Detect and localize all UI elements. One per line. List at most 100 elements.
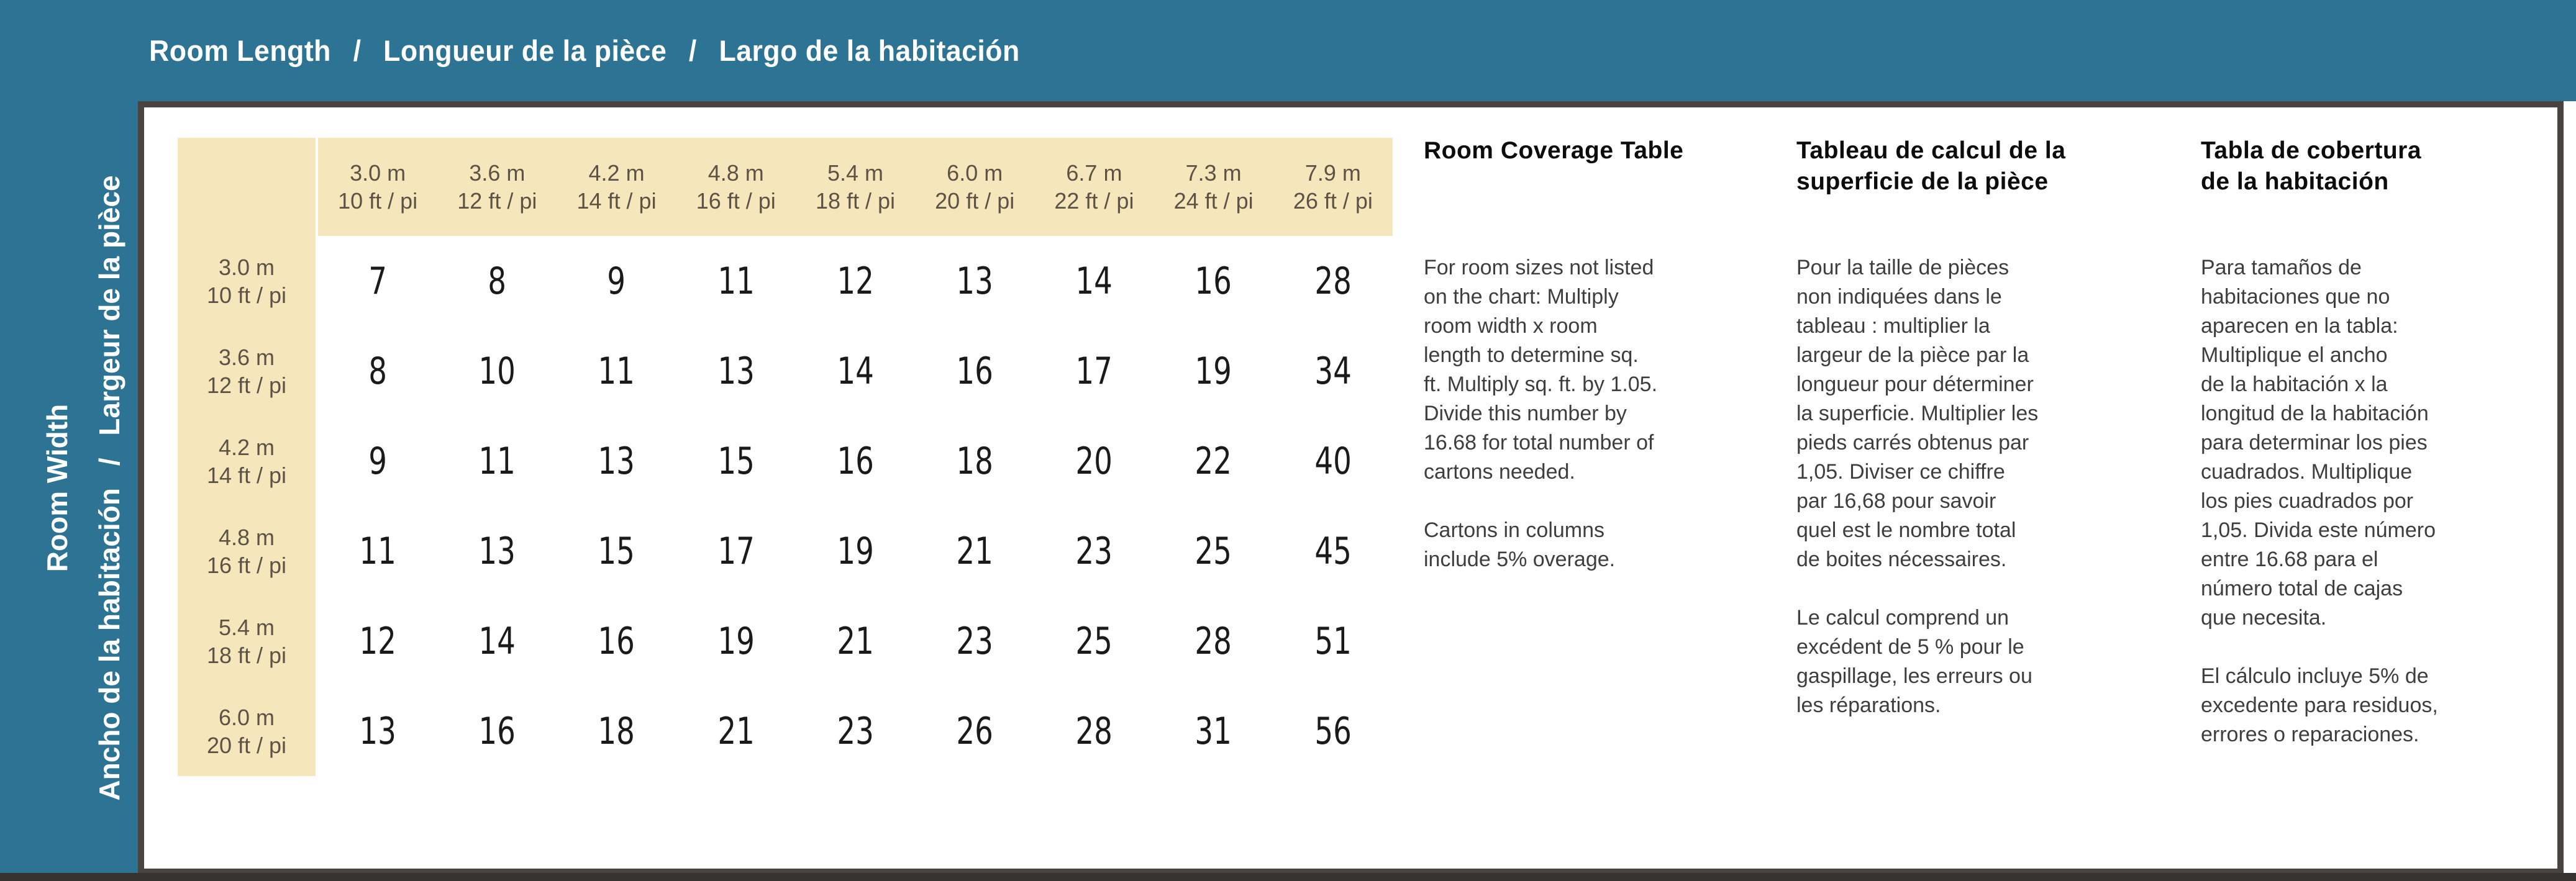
value-cell: 56 — [1314, 709, 1352, 753]
table-row: 4.2 m 14 ft / pi 9 11 13 15 16 18 20 22 … — [178, 416, 1393, 506]
column-header-cell: 7.9 m 26 ft / pi — [1273, 138, 1393, 236]
table-row: 4.8 m 16 ft / pi 11 13 15 17 19 21 23 25… — [178, 506, 1393, 596]
column-header-imperial: 16 ft / pi — [696, 188, 776, 214]
room-width-label-line1: Room Width — [41, 404, 73, 572]
row-header-cell: 4.8 m 16 ft / pi — [178, 506, 316, 596]
column-header-cell: 6.0 m 20 ft / pi — [915, 138, 1034, 236]
info-paragraph: El cálculo incluye 5% de excedente para … — [2201, 664, 2438, 746]
value-cell: 22 — [1195, 439, 1232, 483]
row-header-imperial: 18 ft / pi — [206, 642, 287, 668]
row-header-metric: 5.4 m — [218, 614, 275, 640]
value-cell: 11 — [717, 259, 755, 303]
info-heading-french: Tableau de calcul de la superficie de la… — [1796, 137, 2066, 195]
value-cell: 18 — [598, 709, 635, 753]
value-cell: 15 — [717, 439, 755, 483]
value-cell: 21 — [717, 709, 755, 753]
value-cell: 34 — [1314, 349, 1352, 393]
table-row-values: 9 11 13 15 16 18 20 22 40 — [318, 416, 1393, 506]
column-header-metric: 3.6 m — [469, 160, 526, 186]
row-header-cell: 6.0 m 20 ft / pi — [178, 686, 316, 776]
room-width-band: Room Width Ancho de la habitación / Larg… — [0, 0, 138, 881]
value-cell: 16 — [956, 349, 993, 393]
value-cell: 11 — [478, 439, 516, 483]
info-paragraph: Pour la taille de pièces non indiquées d… — [1796, 256, 2039, 571]
value-cell: 28 — [1195, 619, 1232, 663]
value-cell: 23 — [956, 619, 993, 663]
value-cell: 18 — [956, 439, 993, 483]
value-cell: 51 — [1314, 619, 1352, 663]
column-header-imperial: 12 ft / pi — [457, 188, 537, 214]
row-header-imperial: 12 ft / pi — [206, 372, 287, 398]
value-cell: 14 — [478, 619, 516, 663]
column-header-imperial: 24 ft / pi — [1173, 188, 1254, 214]
column-header-imperial: 26 ft / pi — [1293, 188, 1373, 214]
value-cell: 16 — [598, 619, 635, 663]
row-header-metric: 6.0 m — [218, 704, 275, 730]
table-row: 3.0 m 10 ft / pi 7 8 9 11 12 13 14 16 28 — [178, 236, 1393, 326]
value-cell: 16 — [478, 709, 516, 753]
info-paragraph: Cartons in columns include 5% overage. — [1424, 518, 1616, 571]
room-width-label: Room Width Ancho de la habitación / Larg… — [31, 100, 135, 876]
row-header-metric: 4.8 m — [218, 524, 275, 550]
row-header-imperial: 14 ft / pi — [206, 462, 287, 488]
value-cell: 7 — [368, 259, 388, 303]
row-header-cell: 5.4 m 18 ft / pi — [178, 596, 316, 686]
table-row-values: 12 14 16 19 21 23 25 28 51 — [318, 596, 1393, 686]
table-row: 5.4 m 18 ft / pi 12 14 16 19 21 23 25 28… — [178, 596, 1393, 686]
table-row-values: 8 10 11 13 14 16 17 19 34 — [318, 326, 1393, 416]
value-cell: 8 — [368, 349, 388, 393]
room-width-label-line2: Ancho de la habitación / Largeur de la p… — [93, 175, 125, 801]
column-header-metric: 6.0 m — [947, 160, 1003, 186]
value-cell: 14 — [837, 349, 874, 393]
value-cell: 28 — [1075, 709, 1113, 753]
value-cell: 13 — [717, 349, 755, 393]
value-cell: 17 — [717, 529, 755, 573]
value-cell: 26 — [956, 709, 993, 753]
value-cell: 14 — [1075, 259, 1113, 303]
bottom-border — [0, 873, 2576, 881]
value-cell: 11 — [359, 529, 396, 573]
column-header-metric: 4.2 m — [588, 160, 645, 186]
column-header-imperial: 20 ft / pi — [935, 188, 1015, 214]
value-cell: 40 — [1314, 439, 1352, 483]
value-cell: 9 — [607, 259, 626, 303]
coverage-table-body: 3.0 m 10 ft / pi 7 8 9 11 12 13 14 16 28… — [178, 236, 1393, 776]
column-header-imperial: 10 ft / pi — [338, 188, 418, 214]
value-cell: 45 — [1314, 529, 1352, 573]
row-header-metric: 3.0 m — [218, 254, 275, 280]
row-header-metric: 4.2 m — [218, 434, 275, 460]
value-cell: 19 — [717, 619, 755, 663]
info-heading-english: Room Coverage Table — [1424, 137, 1684, 164]
row-header-imperial: 10 ft / pi — [206, 282, 287, 308]
info-paragraph: Para tamaños de habitaciones que no apar… — [2201, 256, 2436, 630]
column-header-cell: 4.2 m 14 ft / pi — [557, 138, 676, 236]
table-row: 6.0 m 20 ft / pi 13 16 18 21 23 26 28 31… — [178, 686, 1393, 776]
value-cell: 25 — [1195, 529, 1232, 573]
value-cell: 23 — [1075, 529, 1113, 573]
table-row-values: 11 13 15 17 19 21 23 25 45 — [318, 506, 1393, 596]
value-cell: 19 — [1195, 349, 1232, 393]
column-header-metric: 7.9 m — [1304, 160, 1361, 186]
room-length-band: Room Length / Longueur de la pièce / Lar… — [0, 0, 2576, 101]
row-header-metric: 3.6 m — [218, 344, 275, 370]
value-cell: 25 — [1075, 619, 1113, 663]
room-length-label: Room Length / Longueur de la pièce / Lar… — [149, 34, 1020, 67]
row-header-imperial: 20 ft / pi — [206, 732, 287, 758]
value-cell: 16 — [1195, 259, 1232, 303]
column-header-imperial: 18 ft / pi — [815, 188, 896, 214]
column-header-cell: 4.8 m 16 ft / pi — [676, 138, 796, 236]
value-cell: 31 — [1195, 709, 1232, 753]
value-cell: 10 — [478, 349, 516, 393]
value-cell: 21 — [956, 529, 993, 573]
column-header-metric: 3.0 m — [350, 160, 406, 186]
column-header-row: 3.0 m 10 ft / pi 3.6 m 12 ft / pi 4.2 m … — [318, 138, 1393, 236]
value-cell: 21 — [837, 619, 874, 663]
value-cell: 12 — [359, 619, 396, 663]
value-cell: 16 — [837, 439, 874, 483]
value-cell: 11 — [598, 349, 635, 393]
table-row: 3.6 m 12 ft / pi 8 10 11 13 14 16 17 19 … — [178, 326, 1393, 416]
value-cell: 13 — [478, 529, 516, 573]
row-header-cell: 4.2 m 14 ft / pi — [178, 416, 316, 506]
value-cell: 13 — [956, 259, 993, 303]
value-cell: 8 — [488, 259, 507, 303]
